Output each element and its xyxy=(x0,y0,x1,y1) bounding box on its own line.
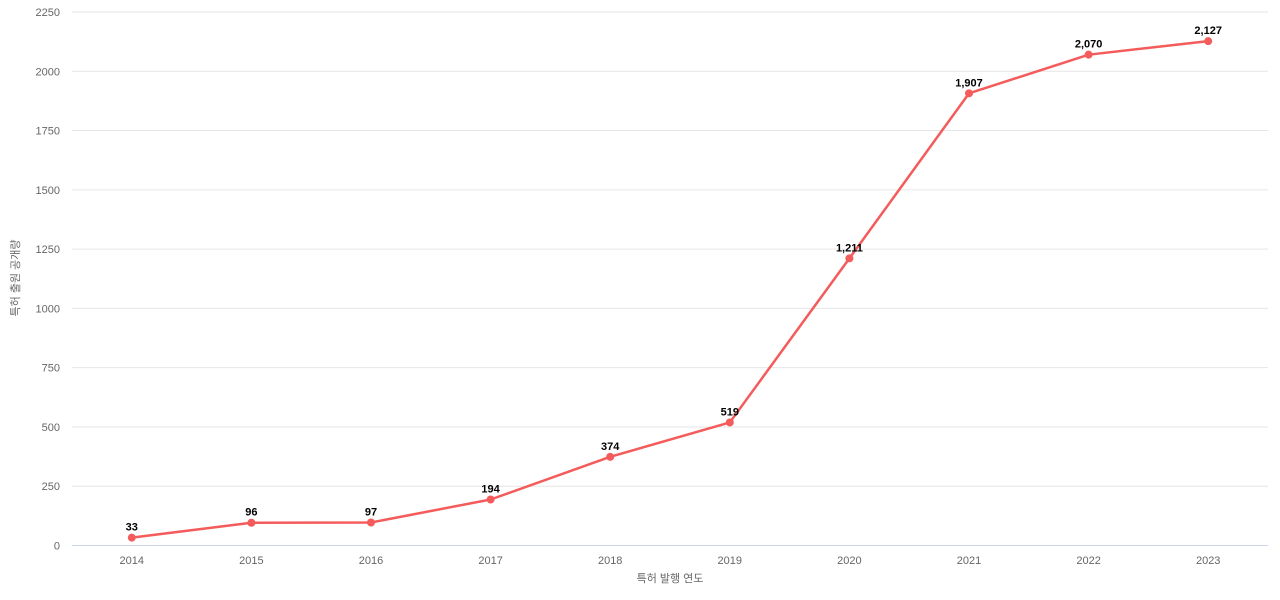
y-axis-tick-label: 750 xyxy=(42,363,60,375)
x-axis-tick-label: 2022 xyxy=(1076,555,1100,567)
data-label: 2,070 xyxy=(1075,39,1103,51)
x-axis-tick-label: 2015 xyxy=(239,555,263,567)
y-axis-tick-label: 1750 xyxy=(36,126,60,138)
data-labels-layer: 33 96 97 194 374 519 1,211 1,907 2,070 2,127 xyxy=(126,25,1222,534)
x-axis-tick-label: 2021 xyxy=(957,555,981,567)
data-point[interactable] xyxy=(1204,37,1213,46)
x-axis-tick-label: 2020 xyxy=(837,555,861,567)
x-axis-tick-label: 2017 xyxy=(478,555,502,567)
series-layer xyxy=(127,37,1213,542)
data-point[interactable] xyxy=(845,254,854,263)
axes-layer: 0 250 500 750 1000 1250 1500 1750 2000 2250 2014 20… xyxy=(36,7,1268,567)
data-label: 96 xyxy=(245,507,257,519)
x-axis-title: 특허 발행 연도 xyxy=(637,572,704,585)
data-label: 1,907 xyxy=(955,77,983,89)
x-axis-tick-label: 2019 xyxy=(718,555,742,567)
data-label: 374 xyxy=(601,441,620,453)
x-axis-tick-label: 2014 xyxy=(120,555,144,567)
y-axis-tick-label: 2000 xyxy=(36,66,60,78)
data-point[interactable] xyxy=(1084,50,1093,59)
y-axis-tick-label: 250 xyxy=(42,481,60,493)
data-point[interactable] xyxy=(247,518,256,527)
x-axis-tick-label: 2018 xyxy=(598,555,622,567)
data-point[interactable] xyxy=(606,452,615,461)
data-point[interactable] xyxy=(127,533,136,542)
y-axis-tick-label: 0 xyxy=(54,541,60,553)
data-point[interactable] xyxy=(367,518,375,527)
data-point[interactable] xyxy=(486,495,495,504)
data-label: 1,211 xyxy=(836,242,863,254)
data-label: 194 xyxy=(481,484,500,496)
y-axis-title: 특허 출원 공개량 xyxy=(9,240,22,317)
data-label: 97 xyxy=(365,507,377,519)
data-label: 2,127 xyxy=(1194,25,1222,37)
data-point[interactable] xyxy=(965,89,973,98)
x-axis-tick-label: 2016 xyxy=(359,555,383,567)
data-label: 519 xyxy=(721,406,739,418)
y-axis-tick-label: 500 xyxy=(42,422,60,434)
data-point[interactable] xyxy=(725,418,734,427)
y-axis-tick-label: 1000 xyxy=(36,303,60,315)
x-axis-tick-label: 2023 xyxy=(1196,555,1220,567)
gridlines-layer xyxy=(72,11,1268,487)
y-axis-tick-label: 1500 xyxy=(36,185,60,197)
y-axis-tick-label: 2250 xyxy=(36,7,60,19)
y-axis-tick-label: 1250 xyxy=(36,244,60,256)
data-label: 33 xyxy=(126,522,138,534)
series-line xyxy=(130,39,1210,539)
